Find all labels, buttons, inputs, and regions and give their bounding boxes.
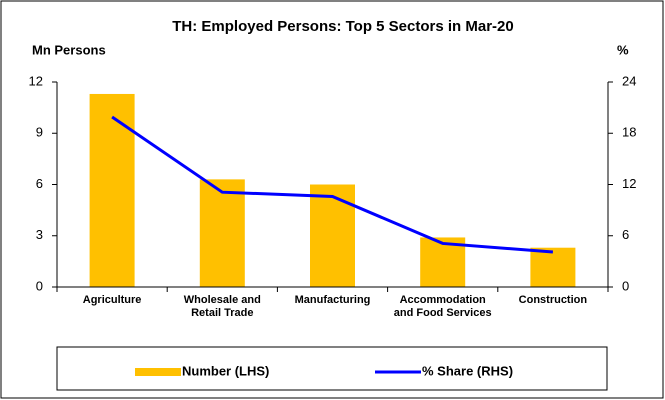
- y2-tick-label: 24: [622, 73, 636, 88]
- bar: [530, 247, 576, 287]
- x-tick-label: Construction: [518, 294, 588, 306]
- y-tick-label: 12: [29, 73, 43, 88]
- y-tick-label: 6: [36, 176, 43, 191]
- legend-swatch: [135, 368, 181, 376]
- bar: [89, 93, 135, 287]
- x-tick-label: Agriculture: [82, 294, 142, 306]
- y2-axis-label: %: [617, 42, 629, 57]
- y2-tick-label: 12: [622, 176, 636, 191]
- legend-box: [56, 346, 608, 391]
- y-tick-label: 9: [36, 125, 43, 140]
- x-tick-label: Wholesale and Retail Trade: [183, 294, 261, 319]
- x-tick-label: Accommodation and Food Services: [393, 294, 492, 319]
- legend-label: % Share (RHS): [422, 363, 513, 378]
- bar: [310, 184, 355, 287]
- y2-tick-label: 18: [622, 125, 636, 140]
- x-tick-label: Manufacturing: [294, 294, 371, 306]
- legend-label: Number (LHS): [182, 363, 269, 378]
- y2-tick-label: 0: [622, 278, 629, 293]
- y-axis-label: Mn Persons: [32, 42, 106, 57]
- bar: [199, 179, 245, 287]
- y-tick-label: 0: [36, 278, 43, 293]
- y2-tick-label: 6: [622, 227, 629, 242]
- y-tick-label: 3: [36, 227, 43, 242]
- line-series: [111, 115, 554, 254]
- chart-title: TH: Employed Persons: Top 5 Sectors in M…: [172, 18, 513, 35]
